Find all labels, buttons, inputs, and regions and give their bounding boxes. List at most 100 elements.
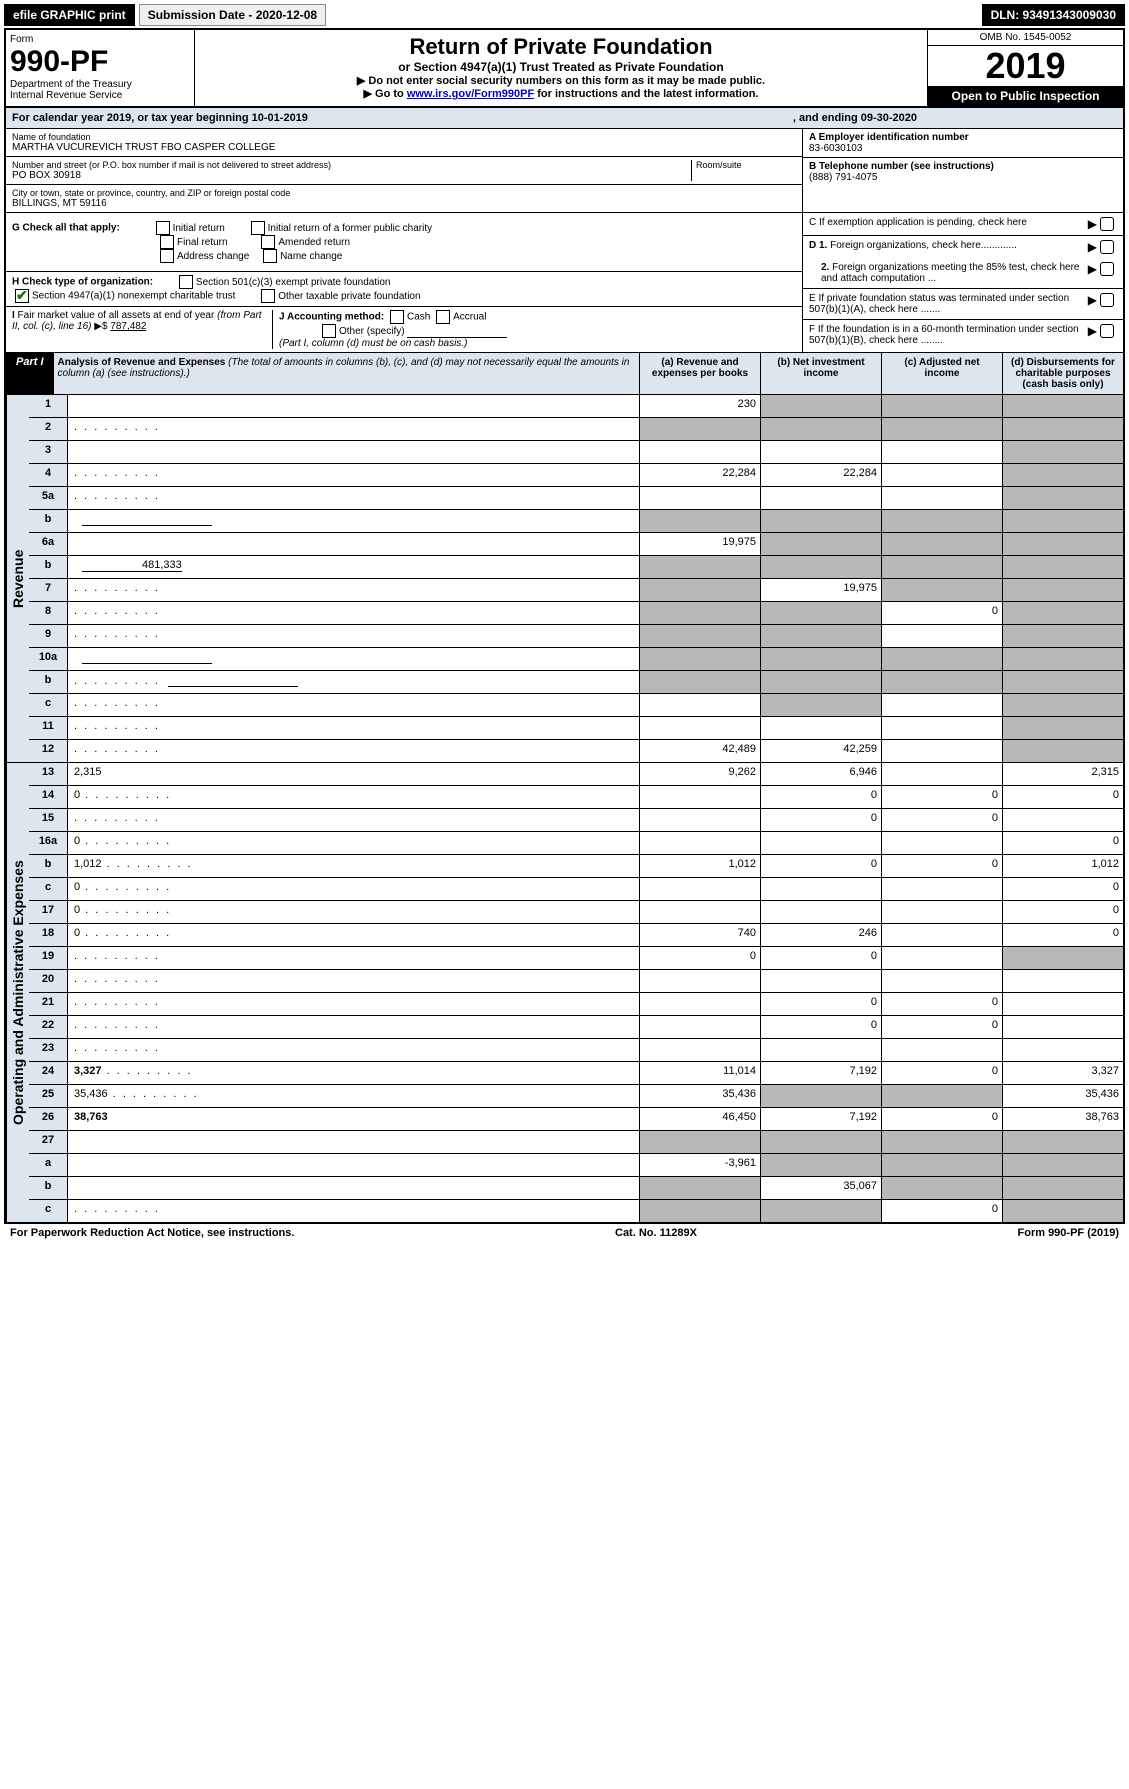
expenses-side-label: Operating and Administrative Expenses [6,763,29,1222]
addr-change-check[interactable] [160,249,174,263]
header-left: Form 990-PF Department of the Treasury I… [6,30,195,106]
cell-d [1002,395,1123,417]
room-label: Room/suite [696,160,796,170]
f-check[interactable] [1100,324,1114,338]
final-check[interactable] [160,235,174,249]
h1-check[interactable] [179,275,193,289]
cell-a [639,809,760,831]
cell-a [639,671,760,693]
cell-a: 42,489 [639,740,760,762]
cell-b [760,671,881,693]
row-desc: 0 [68,901,639,923]
part1-header-row: Part I Analysis of Revenue and Expenses … [6,353,1123,395]
cell-d: 0 [1002,878,1123,900]
cash-check[interactable] [390,310,404,324]
cell-a: 11,014 [639,1062,760,1084]
e-row: E If private foundation status was termi… [803,289,1123,320]
c-check[interactable] [1100,217,1114,231]
cell-b [760,1154,881,1176]
cell-c [881,579,1002,601]
h1-label: Section 501(c)(3) exempt private foundat… [196,277,391,288]
col-a-head: (a) Revenue and expenses per books [639,353,760,394]
row-num: b [29,855,68,877]
row-desc: 2,315 [68,763,639,785]
initial-check[interactable] [156,221,170,235]
amended-check[interactable] [261,235,275,249]
table-row: 719,975 [29,579,1123,602]
cell-a [639,786,760,808]
row-num: 19 [29,947,68,969]
address-cell: Number and street (or P.O. box number if… [6,157,802,185]
h-label: H Check type of organization: [12,277,153,288]
row-desc: 1,012 [68,855,639,877]
instruction-2: ▶ Go to www.irs.gov/Form990PF for instru… [199,87,923,100]
irs-label: Internal Revenue Service [10,90,190,101]
cell-d [1002,694,1123,716]
col-d-head: (d) Disbursements for charitable purpose… [1002,353,1123,394]
row-desc [68,602,639,624]
header-center: Return of Private Foundation or Section … [195,30,927,106]
other-check[interactable] [322,324,336,338]
accrual-check[interactable] [436,310,450,324]
cell-a [639,832,760,854]
open-public: Open to Public Inspection [928,86,1123,106]
cell-a [639,487,760,509]
cell-a: 19,975 [639,533,760,555]
cell-d: 2,315 [1002,763,1123,785]
cell-b [760,418,881,440]
cell-b: 7,192 [760,1062,881,1084]
h3-check[interactable] [261,289,275,303]
cell-b: 0 [760,947,881,969]
table-row: 23 [29,1039,1123,1062]
row-num: 7 [29,579,68,601]
d1-check[interactable] [1100,240,1114,254]
f-row: F If the foundation is in a 60-month ter… [803,320,1123,350]
row-desc [68,533,639,555]
cell-c: 0 [881,1108,1002,1130]
initial-former-check[interactable] [251,221,265,235]
form-number: 990-PF [10,45,190,79]
city-label: City or town, state or province, country… [12,188,796,198]
cell-b [760,395,881,417]
cell-b: 42,259 [760,740,881,762]
row-desc [68,671,639,693]
cell-b: 0 [760,809,881,831]
cell-a [639,1200,760,1222]
cell-c [881,947,1002,969]
cell-b [760,878,881,900]
table-row: 2200 [29,1016,1123,1039]
row-desc [68,464,639,486]
h2-check[interactable] [15,289,29,303]
e-check[interactable] [1100,293,1114,307]
table-row: c [29,694,1123,717]
row-num: c [29,694,68,716]
table-row: 243,32711,0147,19203,327 [29,1062,1123,1085]
cell-b: 246 [760,924,881,946]
cell-c: 0 [881,993,1002,1015]
cell-c: 0 [881,1200,1002,1222]
cell-b [760,1085,881,1107]
cell-c [881,924,1002,946]
row-num: b [29,671,68,693]
cell-b [760,1131,881,1153]
city-cell: City or town, state or province, country… [6,185,802,212]
cell-a [639,1177,760,1199]
cell-b [760,441,881,463]
cell-c [881,395,1002,417]
d2-check[interactable] [1100,262,1114,276]
table-row: 16a00 [29,832,1123,855]
row-num: 5a [29,487,68,509]
addr-label: Number and street (or P.O. box number if… [12,160,691,170]
table-row: c00 [29,878,1123,901]
row-num: 13 [29,763,68,785]
submission-btn[interactable]: Submission Date - 2020-12-08 [139,4,326,26]
cell-b [760,901,881,923]
cell-a: 9,262 [639,763,760,785]
table-row: 80 [29,602,1123,625]
row-desc [68,717,639,739]
row-num: b [29,510,68,532]
name-change-check[interactable] [263,249,277,263]
form-link[interactable]: www.irs.gov/Form990PF [407,88,534,100]
efile-btn[interactable]: efile GRAPHIC print [4,4,135,26]
row-desc [68,487,639,509]
